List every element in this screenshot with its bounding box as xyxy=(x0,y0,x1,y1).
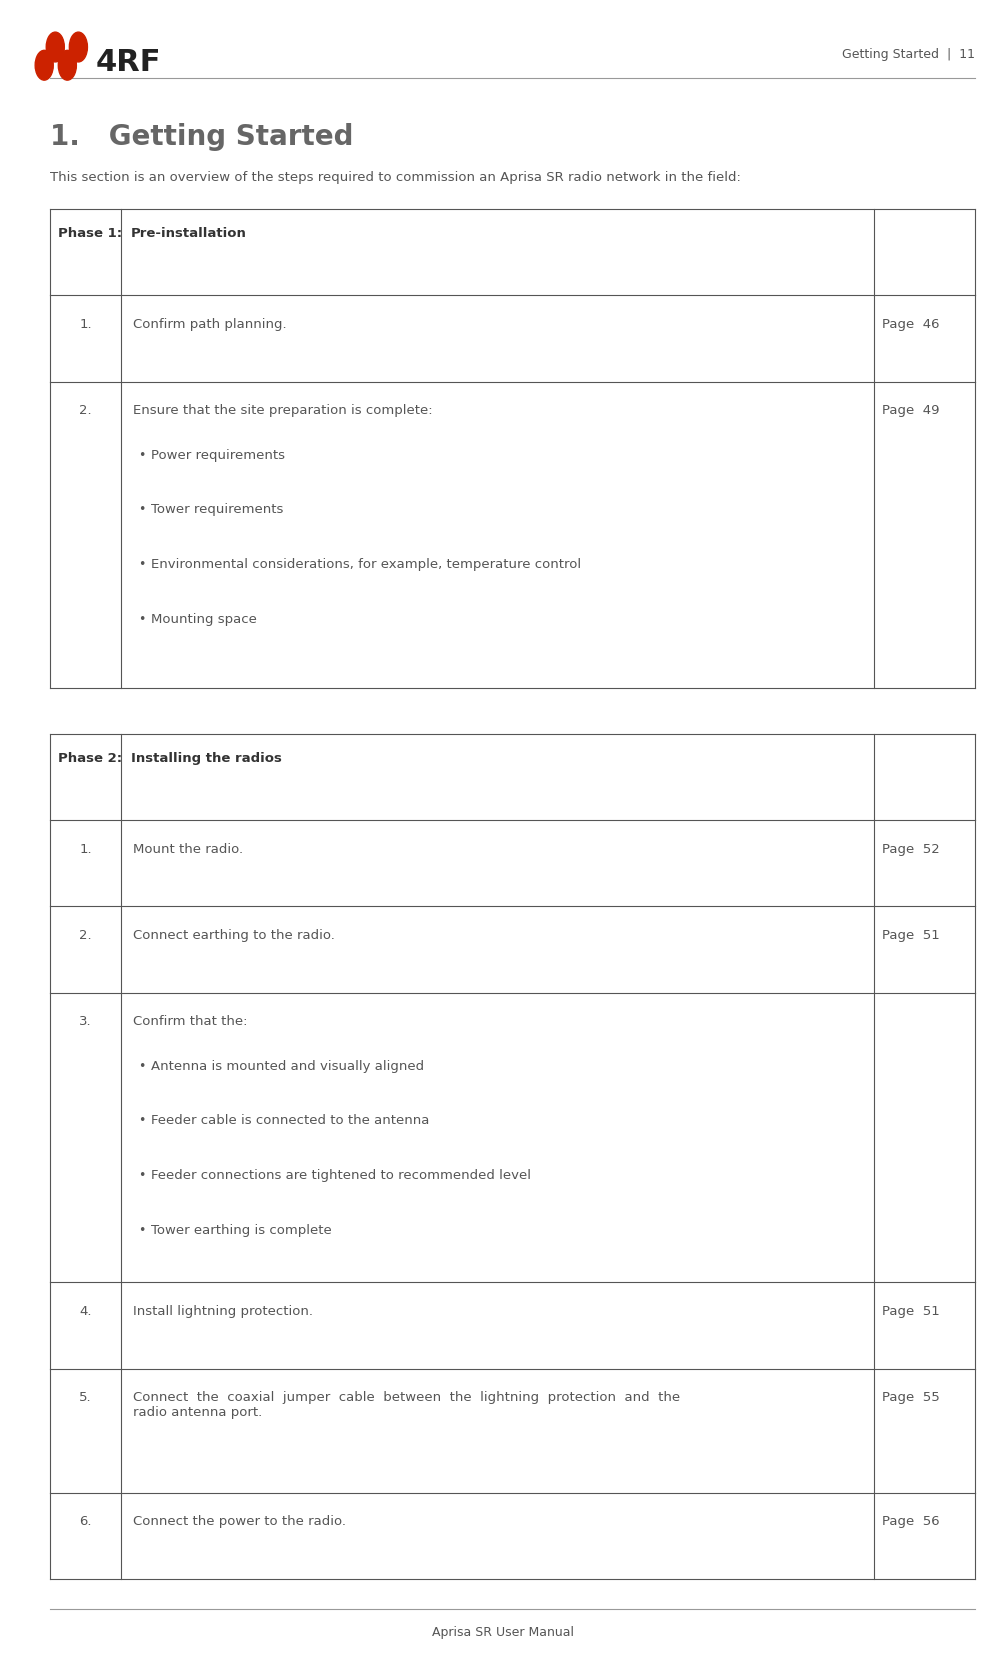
Text: Feeder connections are tightened to recommended level: Feeder connections are tightened to reco… xyxy=(151,1168,531,1182)
Text: •: • xyxy=(138,1223,145,1236)
Text: 1.: 1. xyxy=(79,842,91,856)
Text: Page  49: Page 49 xyxy=(882,404,940,417)
Circle shape xyxy=(58,51,76,81)
Text: Getting Started  |  11: Getting Started | 11 xyxy=(842,48,975,61)
Text: Feeder cable is connected to the antenna: Feeder cable is connected to the antenna xyxy=(151,1114,429,1127)
Text: Page  51: Page 51 xyxy=(882,1304,940,1317)
Text: Page  46: Page 46 xyxy=(882,318,940,331)
Text: Ensure that the site preparation is complete:: Ensure that the site preparation is comp… xyxy=(133,404,432,417)
Text: This section is an overview of the steps required to commission an Aprisa SR rad: This section is an overview of the steps… xyxy=(50,170,741,184)
Text: Phase 1:: Phase 1: xyxy=(58,227,123,240)
Text: Connect earthing to the radio.: Connect earthing to the radio. xyxy=(133,928,335,942)
Text: Pre-installation: Pre-installation xyxy=(131,227,246,240)
Text: 1.   Getting Started: 1. Getting Started xyxy=(50,122,354,151)
Text: •: • xyxy=(138,503,145,516)
Text: •: • xyxy=(138,1059,145,1072)
Text: Page  56: Page 56 xyxy=(882,1514,940,1528)
Text: Installing the radios: Installing the radios xyxy=(131,751,281,765)
Circle shape xyxy=(69,33,87,63)
Text: Page  52: Page 52 xyxy=(882,842,940,856)
Text: •: • xyxy=(138,449,145,462)
Text: Confirm that the:: Confirm that the: xyxy=(133,1015,247,1028)
Text: Antenna is mounted and visually aligned: Antenna is mounted and visually aligned xyxy=(151,1059,424,1072)
Circle shape xyxy=(35,51,53,81)
Text: Tower earthing is complete: Tower earthing is complete xyxy=(151,1223,332,1236)
Text: Phase 2:: Phase 2: xyxy=(58,751,123,765)
Text: •: • xyxy=(138,1168,145,1182)
Text: •: • xyxy=(138,558,145,571)
Text: 6.: 6. xyxy=(79,1514,91,1528)
Text: Connect the power to the radio.: Connect the power to the radio. xyxy=(133,1514,346,1528)
Text: 4.: 4. xyxy=(79,1304,91,1317)
Text: Aprisa SR User Manual: Aprisa SR User Manual xyxy=(431,1625,574,1638)
Text: Confirm path planning.: Confirm path planning. xyxy=(133,318,286,331)
Text: Install lightning protection.: Install lightning protection. xyxy=(133,1304,313,1317)
Text: Power requirements: Power requirements xyxy=(151,449,284,462)
Text: Page  55: Page 55 xyxy=(882,1390,940,1403)
Text: 2.: 2. xyxy=(79,404,91,417)
Text: Mount the radio.: Mount the radio. xyxy=(133,842,243,856)
Text: Tower requirements: Tower requirements xyxy=(151,503,283,516)
Text: 3.: 3. xyxy=(79,1015,91,1028)
Text: •: • xyxy=(138,612,145,626)
Text: 4RF: 4RF xyxy=(95,48,161,78)
Circle shape xyxy=(46,33,64,63)
Text: 2.: 2. xyxy=(79,928,91,942)
Text: 5.: 5. xyxy=(79,1390,91,1403)
Text: •: • xyxy=(138,1114,145,1127)
Text: Environmental considerations, for example, temperature control: Environmental considerations, for exampl… xyxy=(151,558,581,571)
Text: Mounting space: Mounting space xyxy=(151,612,256,626)
Text: Page  51: Page 51 xyxy=(882,928,940,942)
Text: 1.: 1. xyxy=(79,318,91,331)
Text: Connect  the  coaxial  jumper  cable  between  the  lightning  protection  and  : Connect the coaxial jumper cable between… xyxy=(133,1390,679,1418)
